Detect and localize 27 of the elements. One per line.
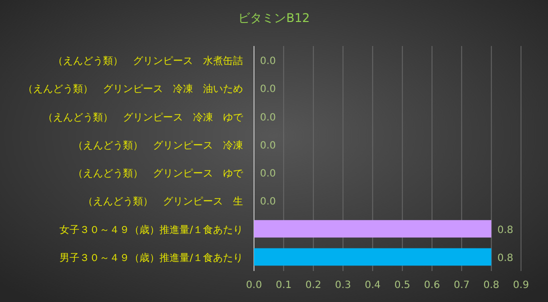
y-tick-label: （えんどう類） グリンピース ゆで <box>73 168 244 180</box>
data-label: 0.0 <box>260 168 276 180</box>
x-tick-label: 0.3 <box>335 280 351 291</box>
x-tick-label: 0.9 <box>513 280 529 291</box>
x-tick-label: 0.4 <box>364 280 381 291</box>
x-tick-label: 0.7 <box>454 280 470 291</box>
data-label: 0.0 <box>260 112 276 124</box>
x-tick-label: 0.5 <box>394 280 410 291</box>
chart-title: ビタミンB12 <box>238 11 310 25</box>
data-label: 0.0 <box>260 84 276 96</box>
x-tick-label: 0.8 <box>483 280 500 291</box>
y-tick-label: （えんどう類） グリンピース 冷凍 <box>73 139 243 152</box>
data-label: 0.0 <box>260 56 276 68</box>
x-tick-label: 0.2 <box>305 280 322 291</box>
y-tick-label: 男子３０～４９（歳）推進量/１食あたり <box>60 252 243 264</box>
y-tick-label: （えんどう類） グリンピース 水煮缶詰 <box>53 55 243 68</box>
x-tick-label: 0.0 <box>246 280 262 291</box>
x-tick-label: 0.6 <box>424 280 440 291</box>
y-tick-label: （えんどう類） グリンピース 冷凍 油いため <box>23 83 243 96</box>
x-tick-label: 0.1 <box>276 280 292 291</box>
y-tick-label: 女子３０～４９（歳）推進量/１食あたり <box>60 224 243 236</box>
data-label: 0.0 <box>260 140 276 152</box>
data-label: 0.0 <box>260 196 276 208</box>
y-tick-label: （えんどう類） グリンピース 生 <box>83 196 243 208</box>
data-label: 0.8 <box>497 252 514 264</box>
y-tick-label: （えんどう類） グリンピース 冷凍 ゆで <box>43 111 244 124</box>
data-label: 0.8 <box>497 224 514 236</box>
